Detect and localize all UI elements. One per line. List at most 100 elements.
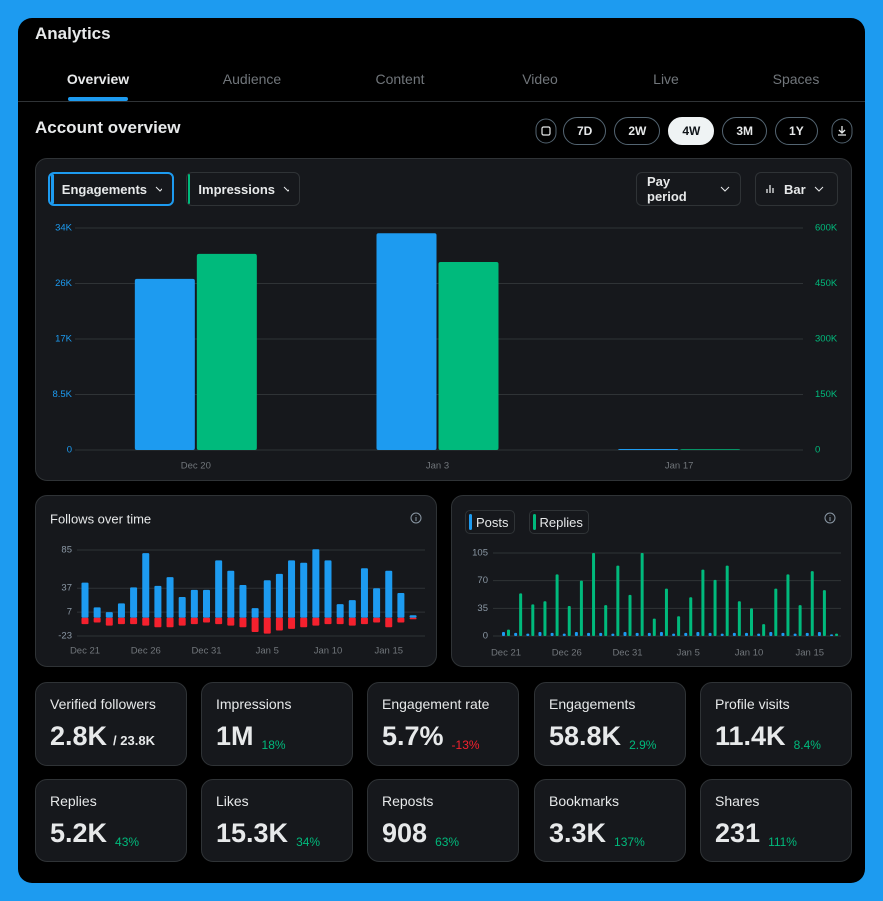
range-button[interactable]: 2W [614,117,661,145]
bar [397,617,405,623]
stat-value: 231 [715,818,761,848]
stat-change-text: 8.4% [793,738,821,752]
series-swatch [188,174,191,204]
x-tick-label: Jan 10 [314,646,343,657]
tab[interactable]: Audience [222,71,282,87]
legend-label: Replies [539,514,583,530]
stat-row: 908 63% [382,818,459,849]
bar [312,549,320,618]
stat-card: Profile visits 11.4K 8.4% [700,682,852,766]
x-tick-label: Jan 3 [426,461,449,472]
tab[interactable]: Spaces [772,71,820,87]
bar [348,600,356,618]
bar [81,582,89,618]
info-icon[interactable] [410,512,422,524]
stat-card: Reposts 908 63% [367,779,519,862]
stat-label-text: Verified followers [50,696,156,712]
range-button[interactable]: 3M [722,117,768,145]
bar [227,570,235,618]
dropdown-label: Engagements [61,181,148,197]
bar [336,604,344,618]
tab[interactable]: Video [522,71,558,87]
bar [745,632,748,636]
period-dropdown[interactable]: Pay period [636,172,741,206]
bar [538,632,542,636]
range-button[interactable]: 7D [563,117,607,145]
bar [725,565,729,636]
tab[interactable]: Content [375,71,425,87]
bar [562,633,566,636]
legend-item[interactable]: Posts [465,510,515,534]
download-button[interactable] [831,118,853,144]
series-swatch [51,174,54,204]
bar [769,632,773,636]
y-tick-label: 105 [472,548,488,559]
bar [587,632,591,636]
page-title: Analytics [35,24,111,43]
stat-change: 63% [433,835,459,849]
follows-card [35,495,437,667]
range-button[interactable]: 4W [668,117,715,145]
tab[interactable]: Live [653,71,679,87]
metric-dropdown[interactable]: Engagements [48,172,174,206]
stat-value: 908 [382,818,428,848]
calendar-button[interactable] [535,118,557,144]
x-tick-label: Dec 26 [552,648,582,659]
stat-value: 2.8K [50,721,108,751]
chevron [720,186,730,192]
bar [708,632,712,636]
stat-change-text: 2.9% [629,738,657,752]
bar [385,617,393,628]
bar [397,593,405,618]
stat-value: 58.8K [549,721,622,751]
info-icon[interactable] [824,512,836,524]
x-tick-label: Dec 20 [181,461,211,472]
bar [720,633,724,636]
bar [239,585,247,618]
bar [166,577,174,618]
bar [793,633,797,636]
bar [385,570,393,618]
bar [336,617,344,625]
stat-change: 18% [260,738,286,752]
bar [647,632,651,636]
tab[interactable]: Overview [66,71,130,87]
stat-label-text: Engagement rate [382,696,490,712]
stat-card: Likes 15.3K 34% [201,779,353,862]
bar [798,605,802,636]
x-tick-label: Jan 15 [795,648,824,659]
stat-row: 15.3K 34% [216,818,320,849]
bar [664,588,668,636]
stat-row: 58.8K 2.9% [549,721,656,752]
bar [774,588,778,636]
bar [737,601,741,636]
divider [18,101,865,102]
bar [786,574,790,636]
bar [275,617,283,631]
bar [543,601,547,636]
bar [117,617,125,625]
bar [227,617,235,626]
posts-chart: 0 35 70 105 Dec 21 Dec 26 Dec 31 Jan 5 Jan 10 Jan… [472,512,841,659]
stat-change-text: 63% [435,835,460,849]
y2-tick-label: 300K [815,334,838,345]
y-tick-label: 8.5K [52,389,72,400]
stat-card: Engagements 58.8K 2.9% [534,682,686,766]
bar [409,615,417,618]
y-tick-label: 85 [61,545,72,556]
bar [239,617,247,628]
y2-tick-label: 450K [815,278,838,289]
bar [190,589,198,618]
stat-row: 3.3K 137% [549,818,645,849]
stat-row: 231 111% [715,818,797,849]
y-tick-label: -23 [58,631,72,642]
range-button[interactable]: 1Y [775,117,818,145]
stat-value: 11.4K [715,721,786,751]
legend-item[interactable]: Replies [528,510,589,534]
stat-label: Replies [50,793,97,809]
stat-row: 11.4K 8.4% [715,721,821,752]
metric-dropdown[interactable]: Impressions [186,172,300,206]
chart-type-dropdown[interactable]: Bar [755,172,838,206]
stat-change-text: 43% [115,835,140,849]
stat-card: Shares 231 111% [700,779,852,862]
